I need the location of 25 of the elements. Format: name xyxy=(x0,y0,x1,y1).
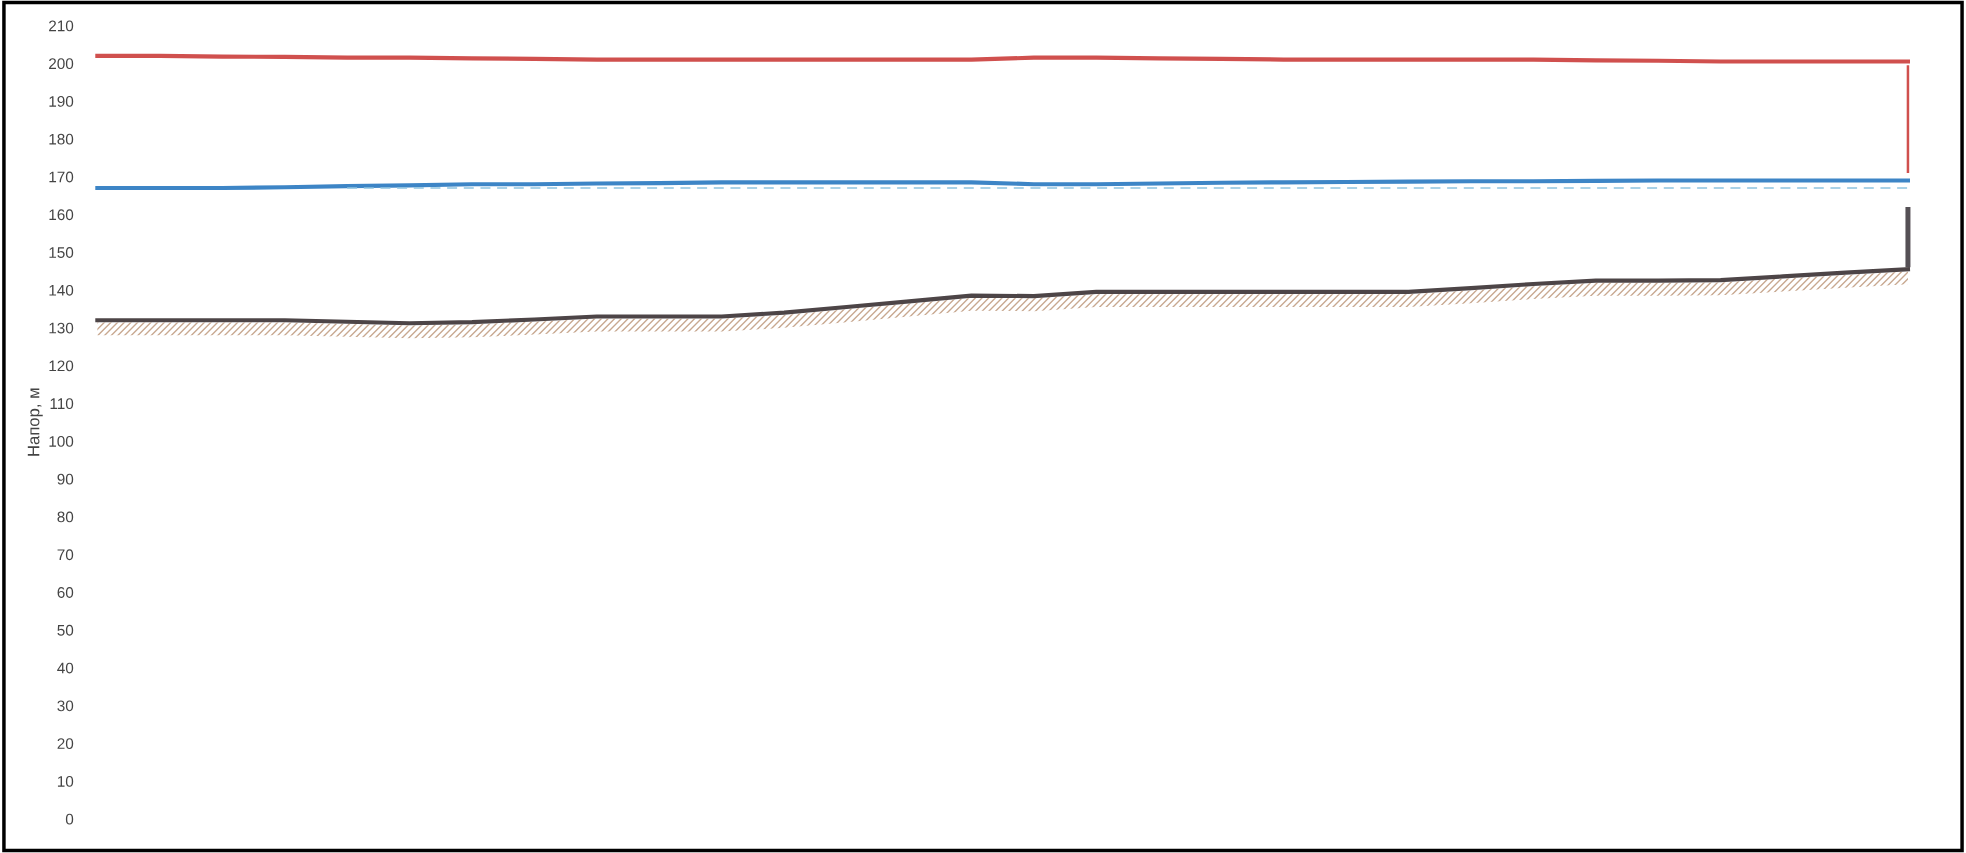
y-tick-label: 190 xyxy=(49,96,74,107)
y-tick-label: 60 xyxy=(57,587,74,598)
y-tick-label: 160 xyxy=(49,209,74,221)
y-tick-label: 210 xyxy=(49,20,74,32)
y-tick-label: 50 xyxy=(57,624,74,636)
y-axis-title: Напор, м xyxy=(27,388,43,456)
y-tick-label: 200 xyxy=(49,58,74,70)
y-tick-label: 40 xyxy=(57,662,74,674)
y-tick-label: 130 xyxy=(49,322,74,334)
y-tick-label: 90 xyxy=(57,473,74,485)
y-tick-label: 140 xyxy=(49,284,74,296)
y-tick-label: 110 xyxy=(50,398,74,410)
y-tick-label: 100 xyxy=(49,435,74,447)
line-series xyxy=(95,267,1911,326)
y-tick-label: 80 xyxy=(57,511,74,523)
y-tick-label: 30 xyxy=(57,700,74,712)
y-tick-label: 170 xyxy=(49,171,74,183)
y-tick-label: 180 xyxy=(49,133,74,145)
y-tick-label: 20 xyxy=(57,738,74,750)
y-tick-label: 10 xyxy=(57,775,74,787)
y-tick-label: 0 xyxy=(65,813,74,825)
y-tick-label: 120 xyxy=(49,360,74,372)
line-series xyxy=(95,178,1911,191)
y-tick-label: 150 xyxy=(49,247,74,258)
y-tick-label: 70 xyxy=(57,549,74,561)
